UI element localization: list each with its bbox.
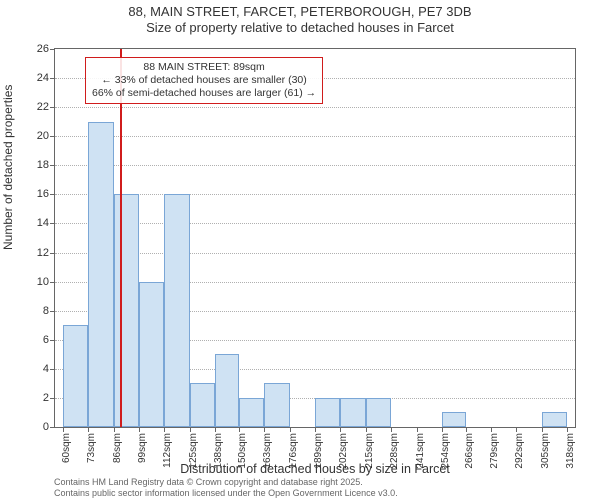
- footer-line-1: Contains HM Land Registry data © Crown c…: [54, 477, 398, 487]
- y-tick-label: 4: [43, 363, 49, 375]
- x-tick-mark: [491, 427, 492, 432]
- title-block: 88, MAIN STREET, FARCET, PETERBOROUGH, P…: [0, 0, 600, 37]
- reference-line: [120, 49, 122, 427]
- histogram-bar: [114, 194, 139, 427]
- x-tick-mark: [391, 427, 392, 432]
- histogram-bar: [442, 412, 465, 427]
- x-tick-label: 99sqm: [137, 433, 148, 463]
- y-tick-label: 14: [37, 217, 49, 229]
- histogram-bar: [542, 412, 567, 427]
- x-tick-mark: [315, 427, 316, 432]
- annotation-line-1: 88 MAIN STREET: 89sqm: [92, 61, 316, 74]
- grid-line: [55, 107, 575, 108]
- x-tick-mark: [114, 427, 115, 432]
- histogram-bar: [63, 325, 88, 427]
- y-tick-label: 6: [43, 334, 49, 346]
- histogram-bar: [139, 282, 164, 427]
- footer: Contains HM Land Registry data © Crown c…: [54, 477, 398, 498]
- y-tick-mark: [50, 282, 55, 283]
- y-tick-mark: [50, 398, 55, 399]
- y-tick-mark: [50, 107, 55, 108]
- x-tick-mark: [417, 427, 418, 432]
- x-tick-mark: [239, 427, 240, 432]
- y-tick-mark: [50, 49, 55, 50]
- y-tick-label: 10: [37, 276, 49, 288]
- plot-area: 0246810121416182022242660sqm73sqm86sqm99…: [54, 48, 576, 428]
- y-tick-label: 2: [43, 392, 49, 404]
- x-tick-label: 60sqm: [61, 433, 72, 463]
- y-tick-label: 8: [43, 305, 49, 317]
- x-tick-mark: [63, 427, 64, 432]
- x-tick-mark: [567, 427, 568, 432]
- y-tick-mark: [50, 78, 55, 79]
- x-tick-mark: [516, 427, 517, 432]
- y-tick-label: 16: [37, 188, 49, 200]
- y-tick-mark: [50, 223, 55, 224]
- title-line-1: 88, MAIN STREET, FARCET, PETERBOROUGH, P…: [0, 4, 600, 20]
- y-axis-title: Number of detached properties: [1, 85, 15, 250]
- annotation-box: 88 MAIN STREET: 89sqm ← 33% of detached …: [85, 57, 323, 104]
- x-tick-mark: [340, 427, 341, 432]
- x-tick-mark: [215, 427, 216, 432]
- y-tick-mark: [50, 369, 55, 370]
- chart-container: 88, MAIN STREET, FARCET, PETERBOROUGH, P…: [0, 0, 600, 500]
- x-axis-title: Distribution of detached houses by size …: [54, 462, 576, 476]
- title-line-2: Size of property relative to detached ho…: [0, 20, 600, 36]
- x-tick-mark: [139, 427, 140, 432]
- y-tick-mark: [50, 136, 55, 137]
- y-tick-label: 22: [37, 101, 49, 113]
- histogram-bar: [215, 354, 238, 427]
- x-tick-mark: [264, 427, 265, 432]
- y-tick-mark: [50, 253, 55, 254]
- x-tick-mark: [290, 427, 291, 432]
- y-tick-label: 20: [37, 130, 49, 142]
- histogram-bar: [315, 398, 340, 427]
- annotation-line-3: 66% of semi-detached houses are larger (…: [92, 87, 316, 100]
- x-tick-mark: [442, 427, 443, 432]
- grid-line: [55, 136, 575, 137]
- y-tick-mark: [50, 340, 55, 341]
- y-tick-label: 12: [37, 247, 49, 259]
- y-tick-label: 26: [37, 43, 49, 55]
- grid-line: [55, 165, 575, 166]
- annotation-line-2: ← 33% of detached houses are smaller (30…: [92, 74, 316, 87]
- y-tick-label: 24: [37, 72, 49, 84]
- histogram-bar: [164, 194, 189, 427]
- x-tick-label: 86sqm: [112, 433, 123, 463]
- histogram-bar: [340, 398, 365, 427]
- histogram-bar: [190, 383, 215, 427]
- y-tick-mark: [50, 165, 55, 166]
- y-tick-mark: [50, 311, 55, 312]
- histogram-bar: [264, 383, 289, 427]
- x-tick-mark: [466, 427, 467, 432]
- histogram-bar: [88, 122, 113, 427]
- x-tick-label: 73sqm: [86, 433, 97, 463]
- footer-line-2: Contains public sector information licen…: [54, 488, 398, 498]
- y-tick-mark: [50, 194, 55, 195]
- x-tick-mark: [190, 427, 191, 432]
- y-tick-mark: [50, 427, 55, 428]
- x-tick-mark: [88, 427, 89, 432]
- y-tick-label: 18: [37, 159, 49, 171]
- x-tick-mark: [366, 427, 367, 432]
- x-tick-mark: [542, 427, 543, 432]
- y-tick-label: 0: [43, 421, 49, 433]
- histogram-bar: [239, 398, 264, 427]
- histogram-bar: [366, 398, 391, 427]
- x-tick-mark: [164, 427, 165, 432]
